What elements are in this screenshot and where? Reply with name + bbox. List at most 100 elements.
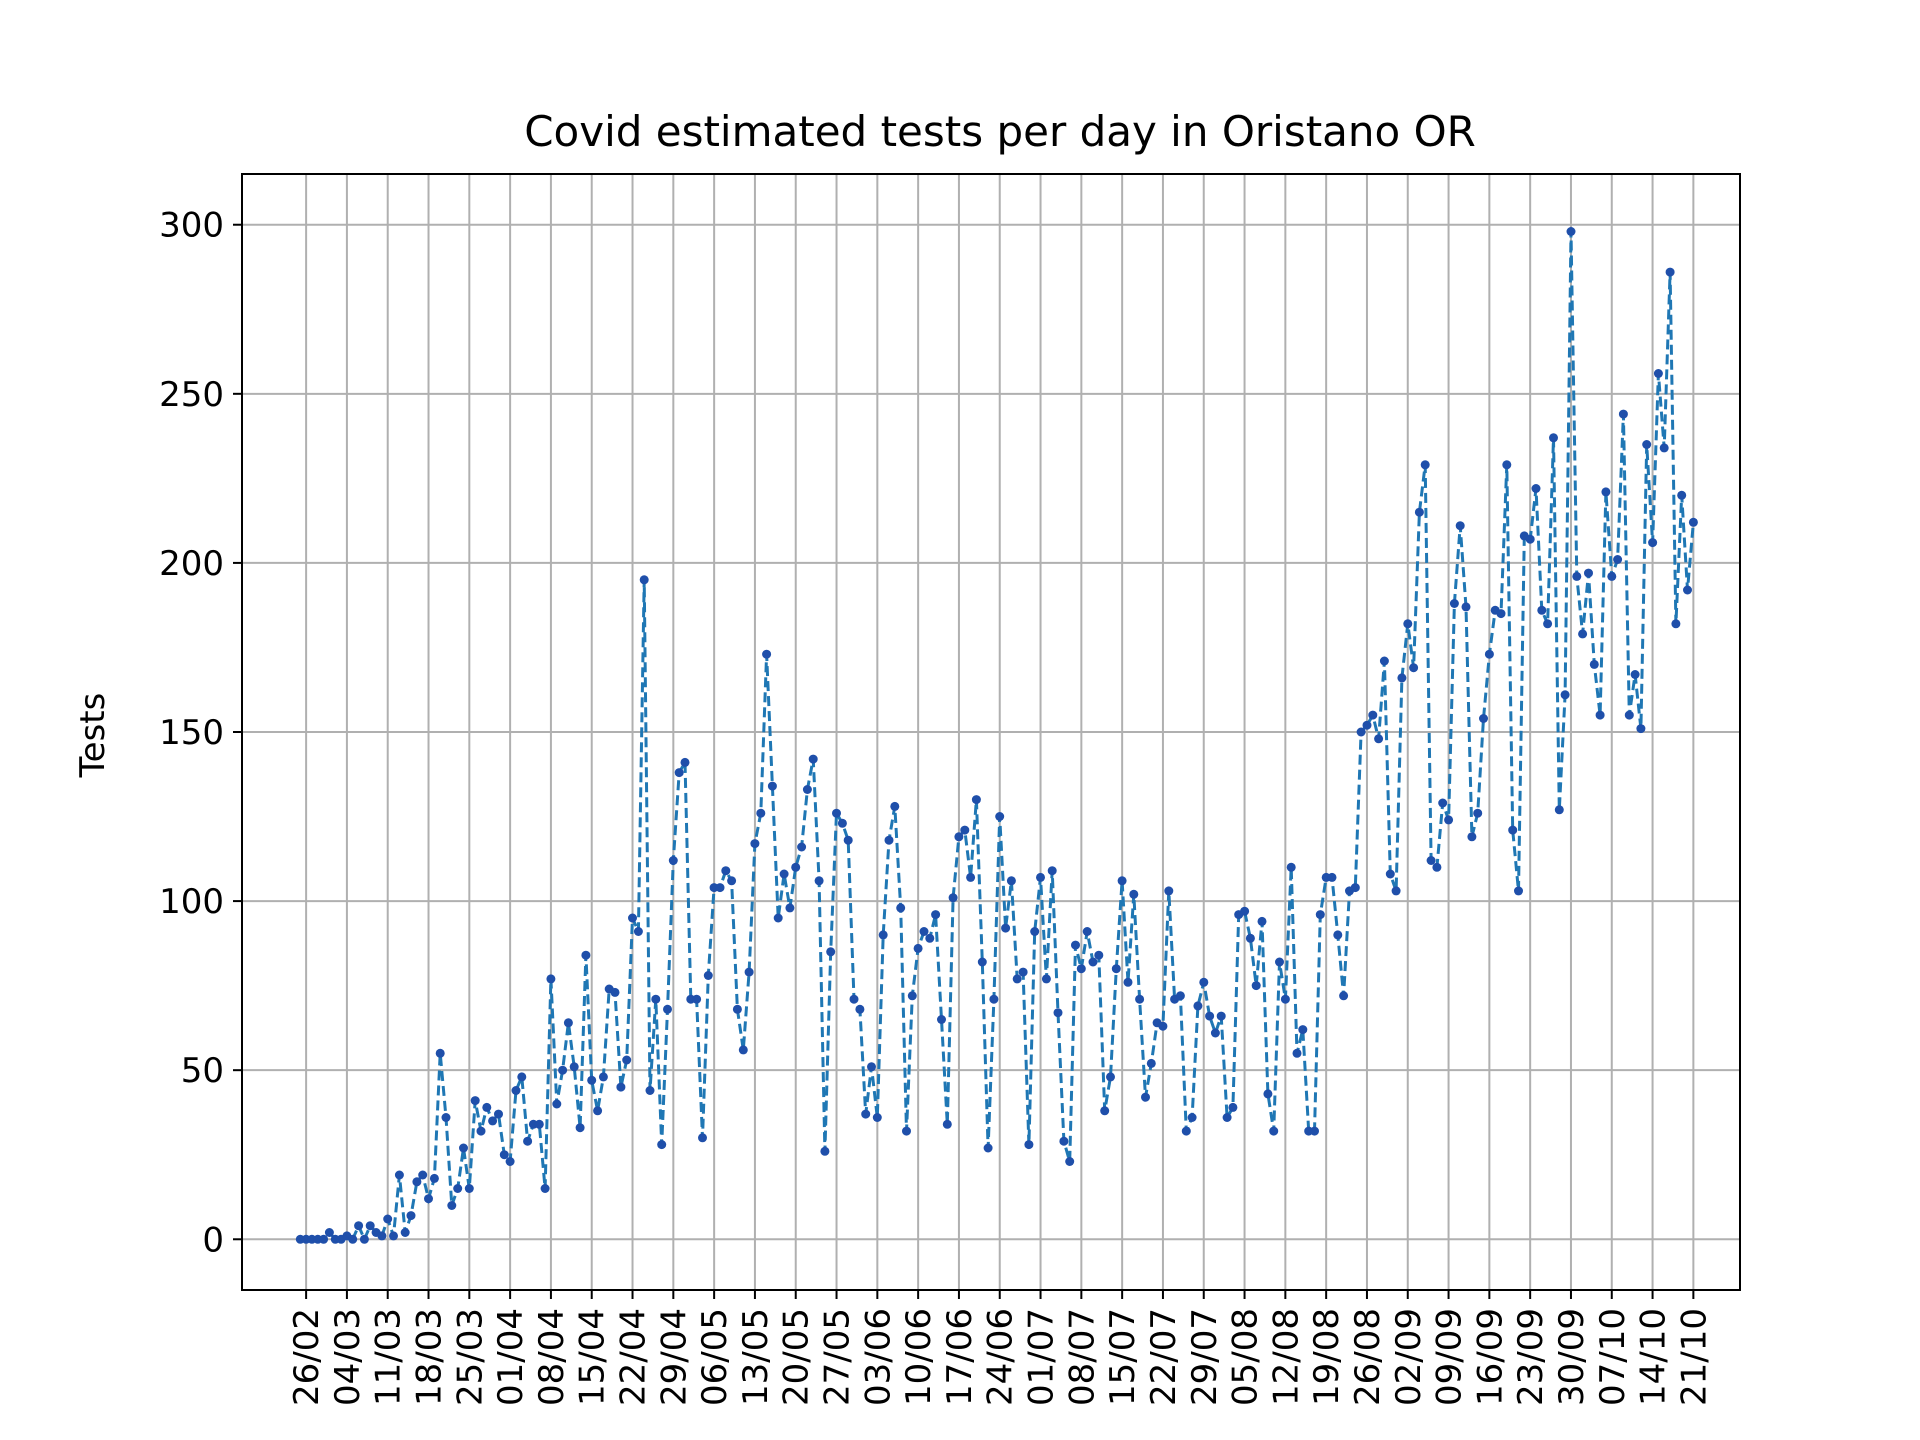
data-point bbox=[639, 575, 649, 585]
x-tick-label: 21/10 bbox=[1674, 1308, 1714, 1406]
data-point bbox=[377, 1231, 387, 1241]
y-tick-label: 0 bbox=[202, 1220, 224, 1260]
data-point bbox=[919, 927, 929, 936]
x-tick-label: 08/04 bbox=[532, 1308, 572, 1406]
data-point bbox=[517, 1072, 527, 1082]
x-tick-label: 08/07 bbox=[1062, 1308, 1102, 1406]
data-point bbox=[884, 835, 894, 845]
data-point bbox=[1071, 940, 1080, 950]
data-point bbox=[750, 839, 760, 849]
data-point bbox=[767, 781, 777, 791]
data-point bbox=[1549, 433, 1558, 443]
data-point bbox=[1642, 440, 1652, 449]
x-tick-label: 07/10 bbox=[1593, 1308, 1633, 1406]
data-point bbox=[581, 950, 591, 960]
data-point bbox=[744, 967, 754, 977]
data-point bbox=[1624, 710, 1634, 720]
data-point bbox=[791, 862, 801, 872]
data-point bbox=[505, 1157, 515, 1166]
data-point bbox=[1076, 964, 1086, 974]
data-point bbox=[1041, 974, 1051, 984]
data-point bbox=[1024, 1140, 1034, 1150]
data-point bbox=[1269, 1126, 1279, 1136]
data-point bbox=[1537, 605, 1547, 615]
data-point bbox=[1257, 916, 1267, 926]
x-tick-label: 06/05 bbox=[695, 1308, 735, 1406]
x-tick-label: 25/03 bbox=[450, 1308, 490, 1406]
data-point bbox=[1531, 484, 1541, 493]
data-point bbox=[418, 1170, 428, 1180]
x-tick-label: 29/04 bbox=[654, 1308, 694, 1406]
data-point bbox=[680, 757, 690, 767]
data-point bbox=[756, 808, 766, 818]
data-point bbox=[383, 1214, 393, 1224]
data-point bbox=[1630, 670, 1640, 679]
data-point bbox=[1327, 872, 1337, 882]
data-point bbox=[1566, 227, 1576, 236]
data-point bbox=[389, 1231, 398, 1241]
data-point bbox=[1589, 659, 1599, 669]
y-tick-label: 50 bbox=[181, 1051, 224, 1091]
data-point bbox=[1409, 663, 1419, 673]
data-point bbox=[1449, 599, 1459, 608]
data-point bbox=[861, 1109, 871, 1119]
data-point bbox=[1181, 1126, 1191, 1136]
data-point bbox=[715, 883, 725, 893]
data-point bbox=[1502, 460, 1512, 470]
data-point bbox=[610, 987, 620, 997]
data-point bbox=[1228, 1102, 1238, 1112]
data-point bbox=[1251, 981, 1261, 991]
data-point bbox=[400, 1228, 410, 1237]
data-point bbox=[837, 818, 847, 828]
data-point bbox=[587, 1075, 597, 1085]
data-point bbox=[1374, 734, 1384, 744]
data-point bbox=[488, 1116, 498, 1126]
data-point bbox=[977, 957, 987, 967]
data-point bbox=[674, 768, 684, 778]
data-point bbox=[324, 1228, 334, 1237]
data-point bbox=[1106, 1072, 1115, 1082]
data-point bbox=[1595, 710, 1605, 720]
data-point bbox=[657, 1140, 667, 1150]
data-point bbox=[1333, 930, 1343, 940]
data-point bbox=[1379, 656, 1389, 666]
data-point bbox=[1572, 571, 1582, 581]
data-point bbox=[476, 1126, 486, 1136]
data-point bbox=[546, 974, 556, 984]
y-tick-label: 300 bbox=[159, 206, 224, 246]
data-point bbox=[1356, 727, 1366, 737]
x-tick-label: 22/07 bbox=[1144, 1308, 1184, 1406]
x-tick-label: 17/06 bbox=[940, 1308, 980, 1406]
data-point bbox=[942, 1119, 952, 1129]
y-axis-label: Tests bbox=[73, 693, 113, 779]
x-tick-label: 12/08 bbox=[1266, 1308, 1306, 1406]
data-point bbox=[948, 893, 958, 903]
x-tick-label: 04/03 bbox=[328, 1308, 368, 1406]
data-point bbox=[429, 1173, 439, 1183]
data-point bbox=[494, 1109, 503, 1119]
x-tick-label: 26/02 bbox=[287, 1308, 327, 1406]
data-point bbox=[738, 1045, 748, 1055]
y-tick-label: 100 bbox=[159, 882, 224, 922]
data-point bbox=[937, 1015, 946, 1024]
data-point bbox=[890, 801, 900, 811]
data-point bbox=[1141, 1092, 1150, 1102]
data-point bbox=[832, 808, 841, 818]
data-point bbox=[1554, 805, 1564, 815]
data-point bbox=[773, 913, 783, 923]
data-point bbox=[913, 943, 923, 953]
data-point bbox=[1245, 933, 1255, 943]
data-point bbox=[1053, 1008, 1063, 1018]
data-point bbox=[698, 1133, 707, 1143]
data-point bbox=[1403, 619, 1413, 629]
data-point bbox=[896, 903, 906, 913]
data-point bbox=[424, 1194, 433, 1204]
data-point bbox=[552, 1099, 562, 1109]
data-point bbox=[1310, 1126, 1319, 1136]
data-point bbox=[1618, 409, 1628, 419]
data-point bbox=[1362, 720, 1372, 730]
y-tick-label: 150 bbox=[159, 713, 224, 753]
data-point bbox=[1420, 460, 1430, 470]
data-point bbox=[1164, 886, 1174, 896]
